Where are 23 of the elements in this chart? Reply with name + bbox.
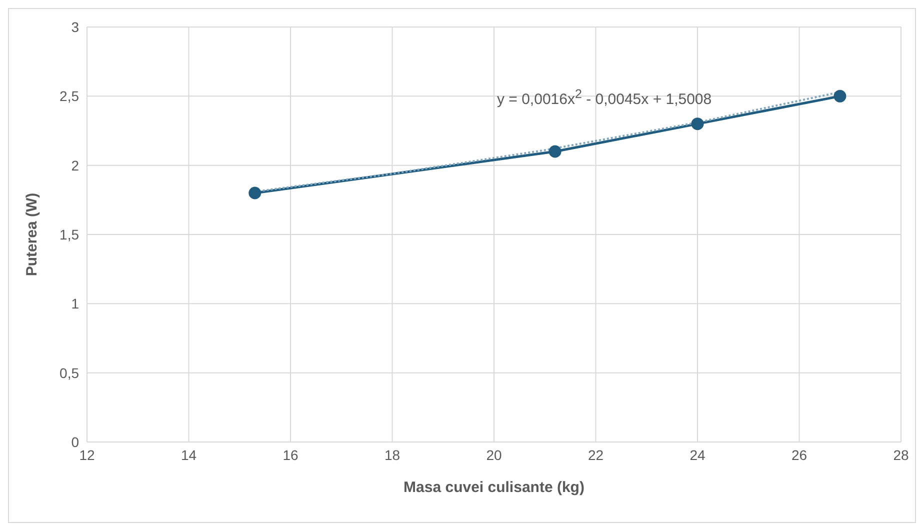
y-tick-label: 0 [71,434,80,450]
y-tick-label: 2 [71,157,80,174]
x-tick-label: 24 [690,446,706,463]
x-axis-title: Masa cuvei culisante (kg) [404,479,584,496]
annotation: y = 0,0016x$^{2}$ - 0,0045x + 1,5008 [497,87,712,108]
point [548,145,562,158]
x-tick-label: 12 [79,446,95,463]
x-tick-label: 16 [282,446,298,463]
y-tick-label: 3 [71,18,80,35]
x-tick-label: 28 [893,446,909,463]
x-tick-label: 14 [180,446,197,463]
point [248,186,262,200]
y-tick-label: 0,5 [60,364,80,381]
x-tick-label: 18 [384,446,400,463]
point [691,118,704,130]
y-tick-label: 1 [71,296,80,312]
x-tick-label: 22 [588,446,604,463]
point [834,90,846,102]
y-tick-label: 1,5 [60,226,80,242]
x-tick-label: 26 [791,446,808,463]
y-tick-label: 2,5 [60,88,80,104]
x-tick-label: 20 [486,446,502,463]
y-axis-title: Puterea (W) [23,192,40,276]
